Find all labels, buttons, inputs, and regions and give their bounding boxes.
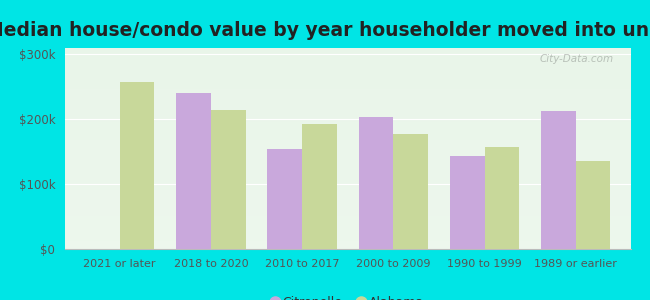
Bar (359, 117, 393, 249)
Bar (576, 161, 610, 249)
Legend: Citronelle, Alabama: Citronelle, Alabama (266, 291, 429, 300)
Bar (302, 124, 337, 249)
Bar (541, 111, 576, 249)
Bar (484, 147, 519, 249)
Bar (393, 134, 428, 249)
Bar (268, 148, 302, 249)
Bar (211, 110, 246, 249)
Text: City-Data.com: City-Data.com (540, 54, 614, 64)
Bar (450, 156, 484, 249)
Bar (176, 93, 211, 249)
Text: Median house/condo value by year householder moved into unit: Median house/condo value by year househo… (0, 21, 650, 40)
Bar (120, 82, 155, 249)
